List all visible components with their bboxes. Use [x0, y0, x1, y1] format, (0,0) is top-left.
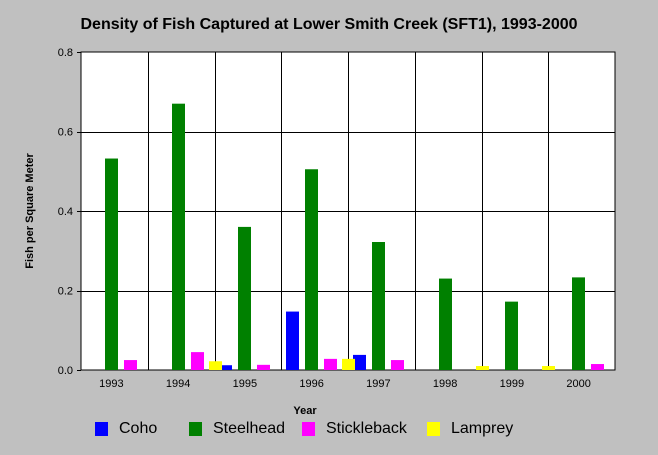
bar-coho-1995 — [219, 365, 232, 370]
bar-stickleback-1994 — [191, 352, 204, 370]
bar-lamprey-1994 — [209, 361, 222, 370]
bar-stickleback-1996 — [324, 358, 337, 370]
x-tick-label: 1999 — [500, 378, 524, 390]
bar-lamprey-1998 — [476, 366, 489, 370]
bar-steelhead-1997 — [372, 242, 385, 370]
y-tick-label: 0.6 — [58, 127, 73, 139]
grid-lines — [77, 52, 615, 371]
legend: Coho Steelhead Stickleback Lamprey — [95, 419, 635, 441]
bar-steelhead-1996 — [305, 169, 318, 370]
x-tick-label: 1993 — [99, 378, 123, 390]
y-tick-labels: 0.0 0.2 0.4 0.6 0.8 — [58, 47, 73, 377]
legend-swatch-coho — [95, 422, 108, 436]
bars — [105, 103, 604, 371]
legend-label-lamprey: Lamprey — [451, 420, 514, 437]
bar-lamprey-1999 — [542, 366, 555, 370]
x-tick-label: 1998 — [433, 378, 457, 390]
legend-swatch-steelhead — [189, 422, 202, 436]
bar-lamprey-1996 — [342, 358, 355, 370]
x-axis-label: Year — [293, 405, 317, 417]
bar-stickleback-1993 — [124, 360, 137, 370]
bar-stickleback-1995 — [257, 364, 270, 370]
x-tick-label: 1995 — [233, 378, 257, 390]
bar-coho-1997 — [353, 354, 366, 370]
x-tick-label: 1996 — [299, 378, 323, 390]
bar-steelhead-2000 — [572, 277, 585, 370]
bar-coho-1996 — [286, 311, 299, 370]
x-tick-label: 2000 — [566, 378, 590, 390]
chart-title: Density of Fish Captured at Lower Smith … — [80, 16, 577, 33]
y-tick-label: 0.8 — [58, 47, 73, 59]
legend-swatch-lamprey — [427, 422, 440, 436]
x-tick-label: 1994 — [166, 378, 190, 390]
bar-steelhead-1994 — [172, 103, 185, 371]
x-tick-labels: 1993 1994 1995 1996 1997 1998 1999 2000 — [99, 378, 591, 390]
bar-stickleback-1997 — [391, 360, 404, 370]
x-tick-label: 1997 — [366, 378, 390, 390]
legend-swatch-stickleback — [302, 422, 315, 436]
legend-label-stickleback: Stickleback — [326, 420, 407, 437]
bar-stickleback-2000 — [591, 364, 604, 370]
y-tick-label: 0.2 — [58, 286, 73, 298]
bar-steelhead-1998 — [439, 278, 452, 370]
y-tick-label: 0.0 — [58, 365, 73, 377]
bar-steelhead-1993 — [105, 158, 118, 370]
legend-label-coho: Coho — [119, 420, 158, 437]
bar-steelhead-1999 — [505, 301, 518, 370]
bar-steelhead-1995 — [238, 226, 251, 370]
y-axis-label: Fish per Square Meter — [24, 153, 36, 269]
legend-label-steelhead: Steelhead — [213, 420, 286, 437]
y-tick-label: 0.4 — [58, 206, 73, 218]
